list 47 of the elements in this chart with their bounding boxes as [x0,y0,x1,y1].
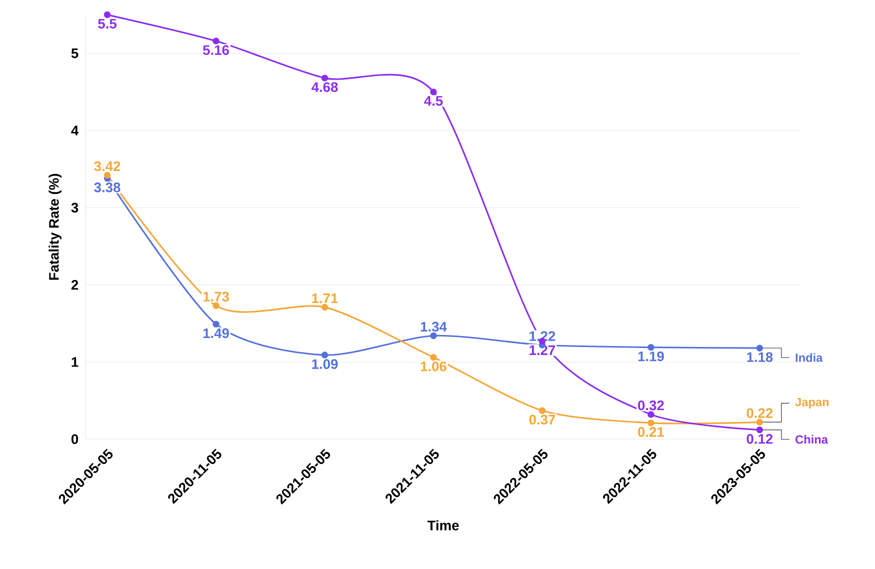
point [648,419,654,426]
y-tick-label: 0 [71,434,78,444]
data-label: 1.34 [420,322,447,332]
point [212,37,220,44]
data-label: 0.22 [746,408,773,418]
point [648,410,654,418]
data-label: 5.16 [202,44,229,55]
data-label: 1.09 [312,358,338,369]
data-label: 0.32 [638,400,664,410]
data-label: 0.12 [746,434,773,444]
point [212,302,220,309]
data-label: 5.5 [98,18,117,28]
point [212,320,220,328]
data-label: 3.42 [94,161,120,171]
point [430,88,437,96]
data-label: 0.21 [638,426,664,437]
data-label: 1.49 [203,328,229,338]
text: China [796,434,828,444]
data-label: 4.68 [312,82,338,92]
data-label: 3.38 [94,182,120,192]
y-tick-label: 4 [71,126,79,136]
data-label: 1.19 [638,351,664,362]
x-axis-title: Time [427,520,459,530]
point [104,11,111,18]
text: Japan [795,398,829,408]
data-label: 1.71 [312,293,338,303]
y-tick-label: 1 [72,357,78,367]
point [430,354,437,361]
point [756,344,764,352]
y-tick-label: 2 [71,280,78,290]
text: India [796,353,823,362]
y-axis-title: Fatality Rate (%) [48,174,62,280]
point [538,407,546,414]
data-label: 0.37 [529,414,556,424]
data-label: 1.06 [420,361,446,372]
point [104,172,111,178]
point [430,332,437,339]
point [321,351,328,358]
data-label: 1.18 [747,352,773,362]
point [321,74,328,82]
point [648,344,654,350]
data-label: 4.5 [424,96,443,106]
y-tick-label: 3 [71,202,78,212]
point [756,418,764,426]
point [321,304,328,310]
data-label: 1.73 [203,292,229,302]
y-tick-label: 5 [71,48,78,58]
